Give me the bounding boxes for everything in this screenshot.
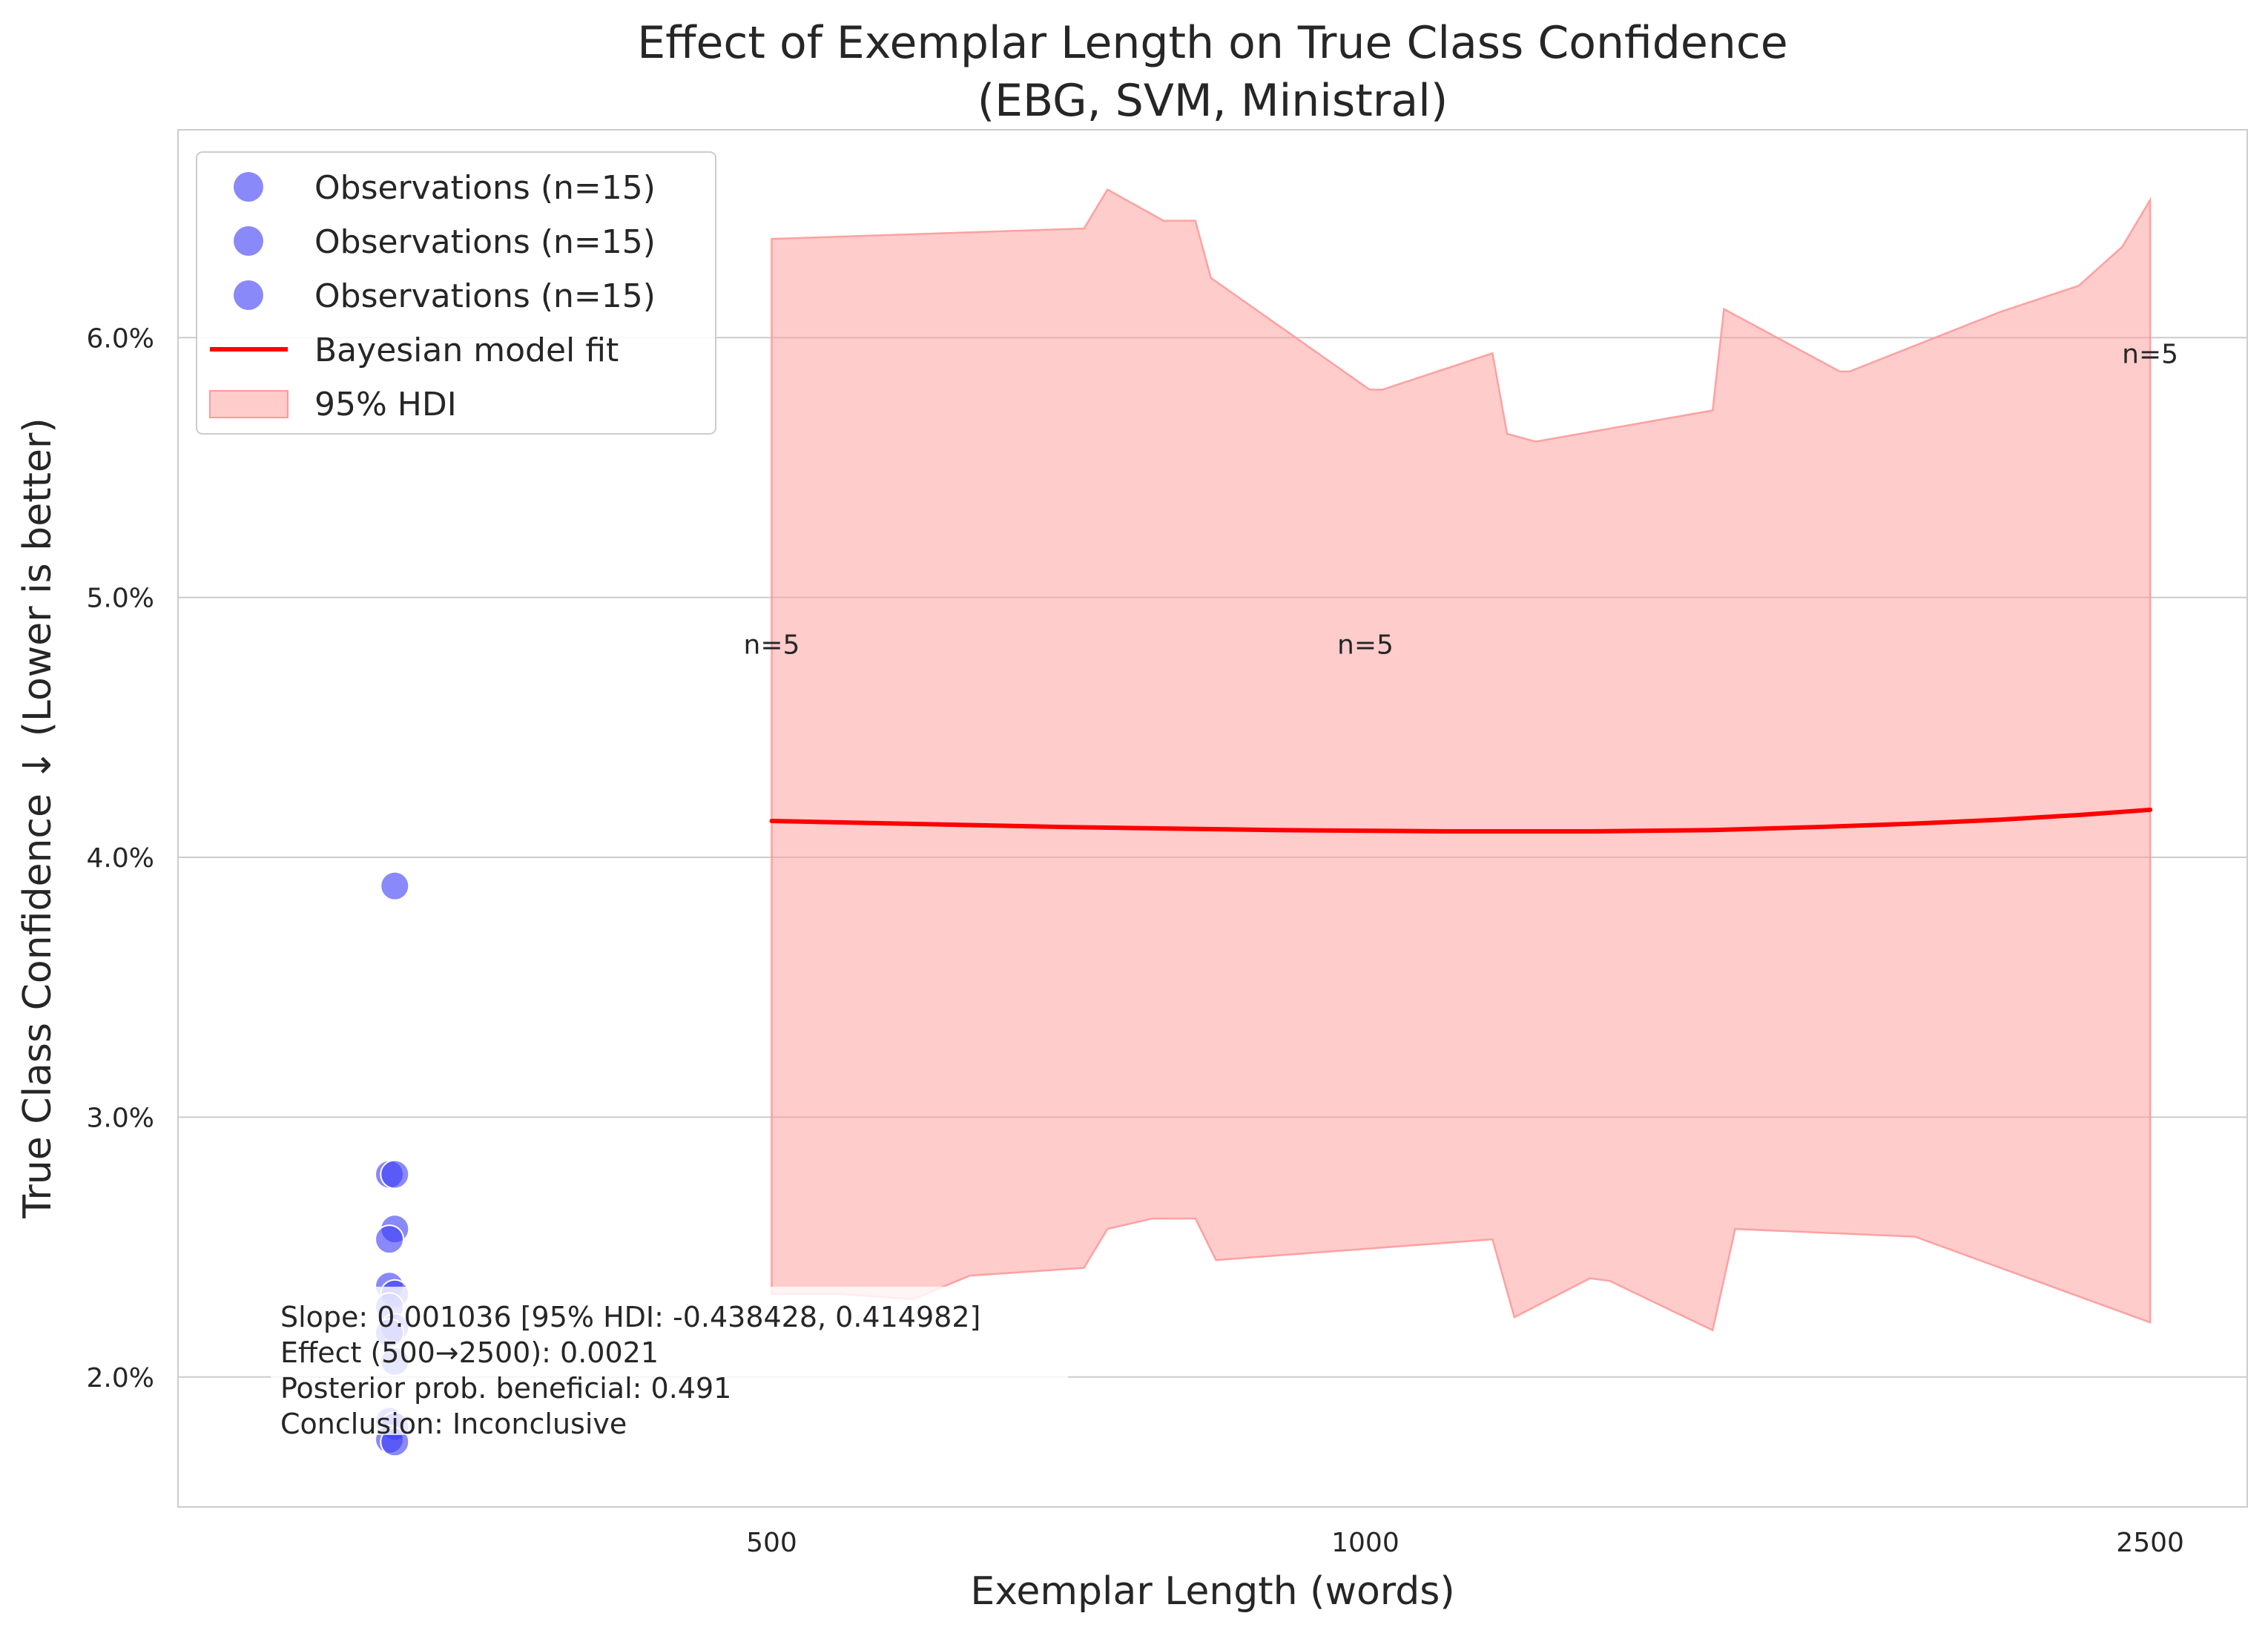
x-axis-label: Exemplar Length (words) — [970, 1569, 1454, 1614]
sample-size-annotation: n=5 — [1337, 630, 1394, 661]
stats-line: Conclusion: Inconclusive — [280, 1408, 627, 1440]
stats-line: Posterior prob. beneficial: 0.491 — [280, 1372, 731, 1405]
legend-point-marker — [234, 226, 263, 256]
y-tick-label: 2.0% — [87, 1363, 154, 1393]
legend-label: Observations (n=15) — [314, 223, 656, 261]
legend-label: Observations (n=15) — [314, 169, 656, 207]
legend-label: Bayesian model fit — [314, 332, 619, 369]
legend-frame — [196, 151, 716, 435]
plot-frame — [177, 129, 2248, 1508]
model-fit-layer — [769, 807, 2153, 834]
sample-size-annotation: n=5 — [744, 630, 800, 661]
chart-subtitle: (EBG, SVM, Ministral) — [978, 75, 1448, 127]
x-tick-labels: 500 1000 2500 — [746, 1528, 2184, 1558]
model-fit-line — [769, 807, 2153, 834]
legend-point-marker — [234, 172, 263, 202]
chart-title: Effect of Exemplar Length on True Class … — [637, 17, 1787, 69]
y-tick-label: 6.0% — [87, 323, 154, 354]
y-tick-label: 4.0% — [87, 843, 154, 874]
stats-line: Slope: 0.001036 [95% HDI: -0.438428, 0.4… — [280, 1301, 980, 1333]
x-tick-label: 2500 — [2116, 1528, 2184, 1558]
legend-band-marker — [209, 390, 289, 418]
stats-line: Effect (500→2500): 0.0021 — [280, 1336, 659, 1369]
observation-point — [380, 871, 410, 901]
x-tick-label: 500 — [746, 1528, 797, 1558]
observation-point — [380, 1159, 410, 1190]
legend-label: Observations (n=15) — [314, 277, 656, 315]
y-tick-label: 3.0% — [87, 1103, 154, 1133]
legend-label: 95% HDI — [314, 386, 457, 423]
hdi-band — [771, 188, 2152, 1332]
y-tick-labels: 2.0% 3.0% 4.0% 5.0% 6.0% — [87, 323, 154, 1393]
hdi-band-layer — [771, 188, 2152, 1332]
sample-size-annotation: n=5 — [2122, 339, 2178, 369]
stats-box: Slope: 0.001036 [95% HDI: -0.438428, 0.4… — [271, 1287, 1068, 1440]
legend-point-marker — [234, 280, 263, 310]
legend: Observations (n=15) Observations (n=15) Ob… — [196, 151, 716, 435]
observation-point — [375, 1224, 405, 1255]
stats-box-background — [271, 1287, 1068, 1435]
x-tick-label: 1000 — [1331, 1528, 1400, 1558]
annotations-layer: n=5 n=5 n=5 — [744, 339, 2179, 660]
y-axis-label: True Class Confidence ↓ (Lower is better… — [16, 418, 60, 1218]
y-tick-label: 5.0% — [87, 584, 154, 614]
